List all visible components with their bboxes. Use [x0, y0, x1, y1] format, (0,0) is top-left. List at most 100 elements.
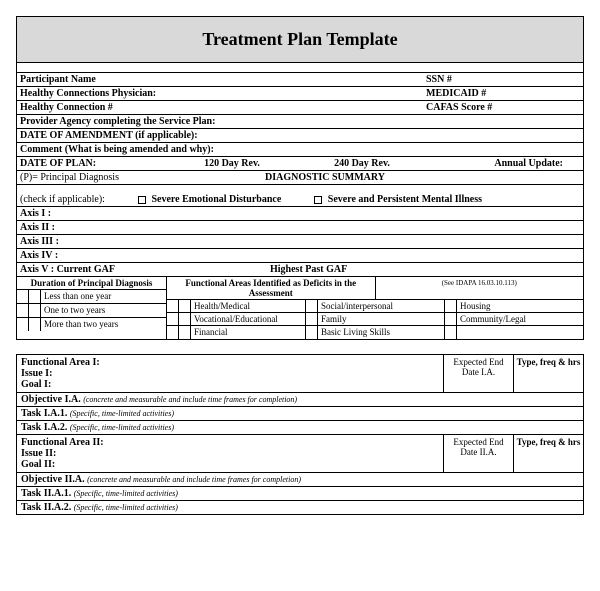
plan-table: Functional Area I: Issue I: Goal I: Expe… [16, 354, 584, 515]
row-hcp: Healthy Connections Physician: MEDICAID … [17, 87, 583, 101]
row-hcnum: Healthy Connection # CAFAS Score # [17, 101, 583, 115]
label-dateplan: DATE OF PLAN: [17, 157, 167, 170]
row-checkif: (check if applicable): Severe Emotional … [17, 193, 583, 207]
task2a2: Task II.A.2. (Specific, time-limited act… [17, 501, 583, 515]
func-col-3: Housing Community/Legal [445, 300, 583, 339]
label-annual: Annual Update: [427, 157, 583, 170]
duration-header: Duration of Principal Diagnosis [17, 277, 166, 290]
task2a2-label: Task II.A.2. [21, 502, 71, 513]
label-spmi: Severe and Persistent Mental Illness [328, 194, 482, 205]
row-diag-head: (P)= Principal Diagnosis DIAGNOSTIC SUMM… [17, 171, 583, 185]
fa1: Functional Area I: [21, 357, 439, 368]
row-comment: Comment (What is being amended and why): [17, 143, 583, 157]
label-hcp: Healthy Connections Physician: [17, 87, 423, 100]
func-label: Health/Medical [191, 300, 305, 312]
task1a1: Task I.A.1. (Specific, time-limited acti… [17, 407, 583, 421]
func-label: Social/interpersonal [318, 300, 444, 312]
func-label: Vocational/Educational [191, 313, 305, 325]
task1a1-note: (Specific, time-limited activities) [70, 409, 174, 418]
label-sed: Severe Emotional Disturbance [151, 194, 281, 205]
checkbox-icon[interactable] [314, 196, 322, 204]
label-120: 120 Day Rev. [167, 157, 297, 170]
task1a2: Task I.A.2. (Specific, time-limited acti… [17, 421, 583, 435]
spacer [17, 63, 583, 73]
duration-col: Duration of Principal Diagnosis Less tha… [17, 277, 167, 339]
task2a1: Task II.A.1. (Specific, time-limited act… [17, 487, 583, 501]
func-col-1: Health/Medical Vocational/Educational Fi… [167, 300, 306, 339]
label-participant: Participant Name [17, 73, 423, 86]
dur-label: One to two years [41, 304, 166, 317]
func-label: Housing [457, 300, 583, 312]
col-type-1: Type, freq & hrs [513, 355, 583, 392]
gap-row [17, 185, 583, 193]
func-label: Basic Living Skills [318, 326, 444, 339]
row-amend: DATE OF AMENDMENT (if applicable): [17, 129, 583, 143]
func-col-2: Social/interpersonal Family Basic Living… [306, 300, 445, 339]
plan-left-1: Functional Area I: Issue I: Goal I: [17, 355, 443, 392]
label-checkif: (check if applicable): [20, 194, 105, 205]
label-ax1: Axis I : [17, 207, 583, 220]
check-sed: Severe Emotional Disturbance [135, 194, 281, 205]
row-ax3: Axis III : [17, 235, 583, 249]
label-comment: Comment (What is being amended and why): [17, 143, 583, 156]
label-cafas: CAFAS Score # [423, 101, 583, 114]
col-expected-1: Expected End Date I.A. [443, 355, 513, 392]
task2a1-note: (Specific, time-limited activities) [74, 489, 178, 498]
dur-label: Less than one year [41, 290, 166, 303]
form-table: Treatment Plan Template Participant Name… [16, 16, 584, 340]
goal2: Goal II: [21, 459, 439, 470]
fa2: Functional Area II: [21, 437, 439, 448]
issue1: Issue I: [21, 368, 439, 379]
task1a2-note: (Specific, time-limited activities) [70, 423, 174, 432]
label-ax5a: Axis V : Current GAF [17, 263, 267, 277]
title: Treatment Plan Template [17, 17, 583, 63]
dur-row: One to two years [17, 304, 166, 318]
label-medicaid: MEDICAID # [423, 87, 583, 100]
idapa-note: (See IDAPA 16.03.10.113) [375, 277, 584, 300]
label-ax4: Axis IV : [17, 249, 583, 262]
dur-label: More than two years [41, 318, 166, 331]
row-ax1: Axis I : [17, 207, 583, 221]
func-label: Financial [191, 326, 305, 339]
checkbox-icon[interactable] [138, 196, 146, 204]
label-ax2: Axis II : [17, 221, 583, 234]
task2a2-note: (Specific, time-limited activities) [74, 503, 178, 512]
obj1-label: Objective I.A. [21, 394, 81, 405]
obj1: Objective I.A. (concrete and measurable … [17, 393, 583, 407]
table-gap [16, 340, 584, 354]
func-label: Community/Legal [457, 313, 583, 325]
label-provider: Provider Agency completing the Service P… [17, 115, 583, 128]
row-ax2: Axis II : [17, 221, 583, 235]
obj2: Objective II.A. (concrete and measurable… [17, 473, 583, 487]
plan-row-2: Functional Area II: Issue II: Goal II: E… [17, 435, 583, 473]
label-240: 240 Day Rev. [297, 157, 427, 170]
label-amend: DATE OF AMENDMENT (if applicable): [17, 129, 583, 142]
obj2-label: Objective II.A. [21, 474, 85, 485]
functional-col: Functional Areas Identified as Deficits … [167, 277, 583, 339]
label-ssn: SSN # [423, 73, 583, 86]
row-participant: Participant Name SSN # [17, 73, 583, 87]
task1a1-label: Task I.A.1. [21, 408, 67, 419]
task1a2-label: Task I.A.2. [21, 422, 67, 433]
obj2-note: (concrete and measurable and include tim… [87, 475, 301, 484]
issue2: Issue II: [21, 448, 439, 459]
col-expected-2: Expected End Date II.A. [443, 435, 513, 472]
goal1: Goal I: [21, 379, 439, 390]
plan-row-1: Functional Area I: Issue I: Goal I: Expe… [17, 355, 583, 393]
row-ax5: Axis V : Current GAF Highest Past GAF [17, 263, 583, 277]
obj1-note: (concrete and measurable and include tim… [83, 395, 297, 404]
col-type-2: Type, freq & hrs [513, 435, 583, 472]
duration-functional: Duration of Principal Diagnosis Less tha… [17, 277, 583, 340]
functional-header: Functional Areas Identified as Deficits … [167, 277, 375, 300]
label-pnote: (P)= Principal Diagnosis [17, 171, 167, 184]
row-provider: Provider Agency completing the Service P… [17, 115, 583, 129]
label-ax3: Axis III : [17, 235, 583, 248]
task2a1-label: Task II.A.1. [21, 488, 71, 499]
row-dateplan: DATE OF PLAN: 120 Day Rev. 240 Day Rev. … [17, 157, 583, 171]
check-spmi: Severe and Persistent Mental Illness [311, 194, 482, 205]
dur-row: Less than one year [17, 290, 166, 304]
func-label: Family [318, 313, 444, 325]
label-diagheader: DIAGNOSTIC SUMMARY [167, 171, 483, 184]
label-hcnum: Healthy Connection # [17, 101, 423, 114]
plan-left-2: Functional Area II: Issue II: Goal II: [17, 435, 443, 472]
